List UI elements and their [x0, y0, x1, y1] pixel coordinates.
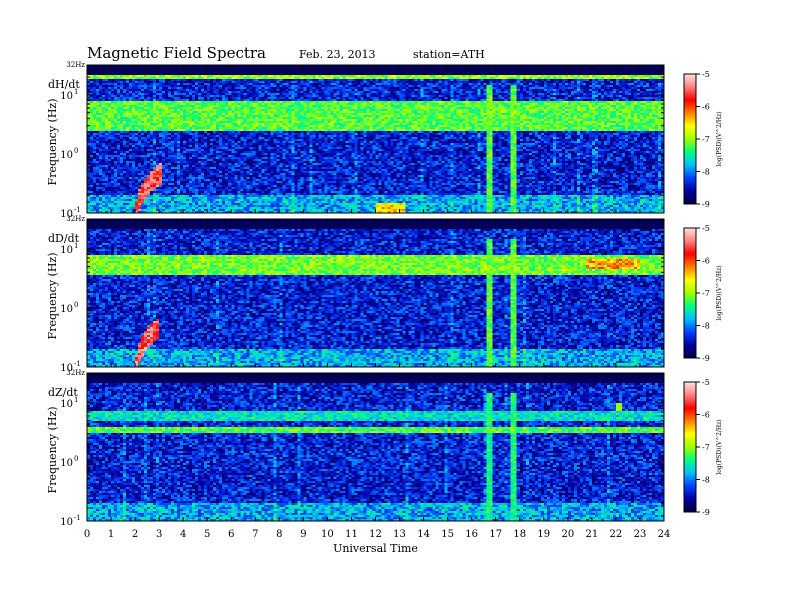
x-tick-label: 22 — [610, 529, 623, 540]
colorbar-tick-label: -8 — [702, 322, 710, 331]
x-tick-label: 6 — [228, 529, 234, 540]
y-tick-label: 10 — [60, 399, 73, 410]
colorbar-tick-label: -7 — [702, 135, 710, 144]
y-top-label: 32Hz — [66, 61, 85, 69]
x-tick-label: 0 — [84, 529, 90, 540]
y-tick-exponent: 1 — [74, 242, 78, 250]
x-tick-label: 15 — [441, 529, 454, 540]
panel-label: dD/dt — [48, 232, 80, 245]
x-tick-label: 16 — [465, 529, 478, 540]
spectrogram-image — [87, 219, 664, 367]
x-tick-label: 20 — [561, 529, 574, 540]
x-tick-label: 7 — [252, 529, 258, 540]
x-tick-label: 11 — [345, 529, 358, 540]
y-tick-label: 10 — [60, 363, 73, 374]
colorbar-tick-label: -6 — [702, 257, 710, 266]
x-tick-label: 10 — [321, 529, 334, 540]
y-top-label: 32Hz — [66, 369, 85, 377]
colorbar — [683, 381, 697, 513]
spectrogram-image — [87, 65, 664, 213]
x-tick-label: 2 — [132, 529, 138, 540]
x-axis-label: Universal Time — [333, 542, 418, 555]
y-tick-label: 10 — [60, 209, 73, 220]
x-tick-label: 13 — [393, 529, 406, 540]
y-axis-label: Frequency (Hz) — [46, 406, 59, 493]
y-top-label: 32Hz — [66, 215, 85, 223]
date-label: Feb. 23, 2013 — [299, 48, 376, 61]
x-tick-label: 3 — [156, 529, 162, 540]
y-tick-exponent: 1 — [74, 396, 78, 404]
colorbar-tick-label: -7 — [702, 289, 710, 298]
y-tick-exponent: 0 — [74, 147, 78, 155]
y-axis-label: Frequency (Hz) — [46, 98, 59, 185]
x-tick-label: 21 — [586, 529, 599, 540]
x-tick-label: 23 — [634, 529, 647, 540]
colorbar-tick-label: -9 — [702, 508, 710, 517]
y-tick-exponent: -1 — [74, 514, 81, 522]
x-tick-label: 12 — [369, 529, 382, 540]
y-tick-label: 10 — [60, 91, 73, 102]
colorbar-tick-label: -7 — [702, 443, 710, 452]
y-tick-exponent: -1 — [74, 360, 81, 368]
y-tick-label: 10 — [60, 150, 73, 161]
y-tick-label: 10 — [60, 245, 73, 256]
x-tick-label: 17 — [489, 529, 502, 540]
station-label: station=ATH — [413, 48, 485, 61]
y-tick-label: 10 — [60, 304, 73, 315]
colorbar-tick-label: -5 — [702, 378, 710, 387]
x-tick-label: 24 — [658, 529, 671, 540]
y-tick-exponent: -1 — [74, 206, 81, 214]
x-tick-label: 8 — [276, 529, 282, 540]
spectrogram-image — [87, 373, 664, 521]
colorbar-tick-label: -6 — [702, 411, 710, 420]
colorbar — [683, 73, 697, 205]
colorbar-tick-label: -8 — [702, 476, 710, 485]
x-tick-label: 1 — [108, 529, 114, 540]
colorbar-tick-label: -5 — [702, 70, 710, 79]
panel-label: dZ/dt — [48, 386, 78, 399]
x-tick-label: 9 — [300, 529, 306, 540]
y-tick-exponent: 0 — [74, 301, 78, 309]
x-tick-label: 4 — [180, 529, 186, 540]
colorbar-tick-label: -6 — [702, 103, 710, 112]
y-tick-exponent: 1 — [74, 88, 78, 96]
colorbar-tick-label: -5 — [702, 224, 710, 233]
colorbar-label: log(PSD)(V^2/Hz) — [716, 111, 723, 166]
y-tick-label: 10 — [60, 458, 73, 469]
colorbar-label: log(PSD)(V^2/Hz) — [716, 265, 723, 320]
colorbar-tick-label: -9 — [702, 354, 710, 363]
colorbar-tick-label: -8 — [702, 168, 710, 177]
x-tick-label: 18 — [513, 529, 526, 540]
figure-title: Magnetic Field Spectra — [87, 44, 266, 62]
colorbar-tick-label: -9 — [702, 200, 710, 209]
y-tick-label: 10 — [60, 517, 73, 528]
x-tick-label: 5 — [204, 529, 210, 540]
panel-label: dH/dt — [48, 78, 80, 91]
y-axis-label: Frequency (Hz) — [46, 252, 59, 339]
x-tick-label: 19 — [537, 529, 550, 540]
x-tick-label: 14 — [417, 529, 430, 540]
colorbar — [683, 227, 697, 359]
y-tick-exponent: 0 — [74, 455, 78, 463]
colorbar-label: log(PSD)(V^2/Hz) — [716, 419, 723, 474]
